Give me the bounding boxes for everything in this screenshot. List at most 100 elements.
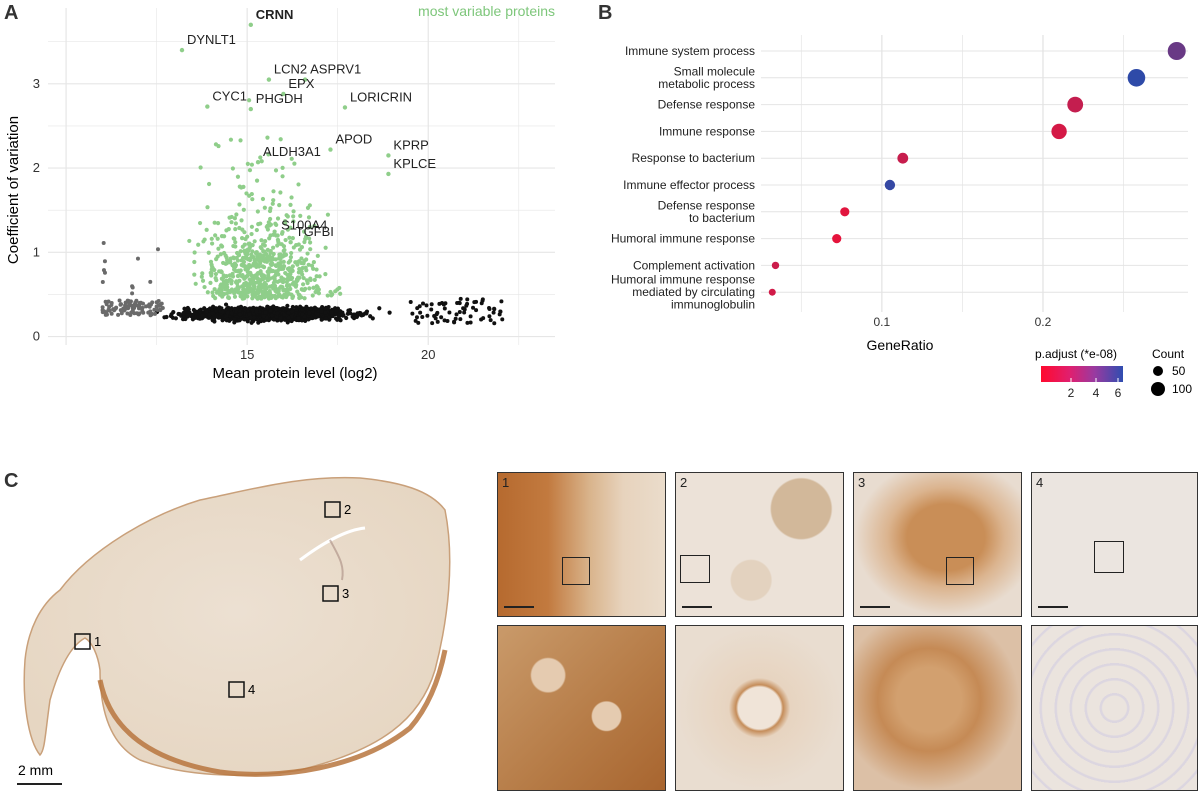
chart-a-point (268, 250, 273, 255)
chart-a-point (242, 249, 247, 254)
chart-a-point (270, 257, 275, 262)
chart-a-point (247, 287, 253, 293)
chart-a-point (271, 189, 276, 194)
chart-a-point (266, 257, 272, 262)
chart-a-point (148, 279, 153, 284)
chart-a-point (337, 313, 342, 318)
chart-a-point (173, 316, 178, 321)
chart-a-point (232, 294, 238, 299)
chart-a-point (257, 309, 262, 314)
tile-scale-bar-4 (1038, 606, 1068, 608)
region-box-3 (322, 585, 339, 602)
chart-a-point (314, 267, 319, 272)
chart-a-point (140, 301, 145, 306)
chart-a-point (278, 316, 283, 321)
chart-a-point (267, 284, 272, 289)
chart-a-point (435, 310, 440, 315)
chart-a-point (259, 277, 264, 282)
chart-a-point (273, 288, 278, 294)
chart-a-point (209, 273, 214, 278)
protein-label: ALDH3A1 (263, 144, 321, 159)
chart-a-point (273, 296, 278, 301)
chart-a-point (285, 276, 290, 282)
chart-a-point (102, 259, 107, 264)
chart-a-point (479, 301, 484, 306)
chart-a-point (247, 168, 253, 173)
chart-a-point (302, 296, 307, 301)
chart-a-point (326, 304, 331, 310)
chart-a-point (300, 307, 305, 312)
chart-a-point (241, 207, 246, 212)
region-box-1 (74, 633, 91, 650)
chart-a-point (278, 137, 283, 142)
chart-a-point (202, 284, 207, 290)
chart-b-dots (768, 42, 1186, 296)
chart-a-point (221, 291, 226, 297)
count-legend-label-small: 50 (1172, 364, 1186, 378)
chart-a-labeled-point (248, 22, 253, 28)
chart-a-point (268, 308, 273, 313)
chart-a-point (276, 241, 282, 246)
chart-a-point (187, 238, 192, 244)
chart-a-point (417, 304, 422, 309)
chart-a-point (158, 308, 163, 313)
chart-a-point (288, 202, 293, 207)
chart-a-point (487, 314, 492, 319)
chart-a-point (329, 293, 334, 298)
chart-a-point (282, 251, 287, 257)
chart-a-point (447, 310, 452, 315)
chart-a-point (266, 152, 271, 157)
chart-a-point (234, 309, 239, 314)
chart-a-point (314, 274, 319, 279)
go-term-dot (1167, 42, 1186, 60)
chart-a-point (152, 307, 157, 312)
chart-a-point (215, 236, 220, 241)
whole-slide-image: 2 3 1 4 2 mm (17, 476, 451, 785)
chart-a-point (120, 308, 125, 313)
chart-a-point (439, 315, 444, 320)
chart-a-point (296, 316, 301, 321)
chart-a-point (288, 286, 293, 291)
tile-inset-box-3 (946, 557, 974, 585)
chart-a-point (311, 260, 316, 265)
chart-a-point (243, 280, 249, 285)
chart-a-point (227, 290, 232, 295)
chart-a-point (263, 239, 268, 244)
chart-a-point (274, 314, 279, 319)
chart-a-point (251, 262, 256, 267)
chart-a-point (169, 312, 174, 317)
go-term-label: Defense response (658, 98, 756, 112)
chart-a-point (256, 284, 261, 290)
region-box-label-4: 4 (248, 682, 255, 697)
chart-a-point (233, 268, 238, 274)
chart-a-point (222, 234, 227, 239)
chart-a-point (255, 276, 261, 281)
protein-label: APOD (335, 132, 372, 147)
chart-a-point (155, 247, 160, 252)
chart-a-point (254, 280, 259, 285)
chart-a-point (291, 209, 296, 214)
chart-a-point (263, 310, 268, 315)
chart-a-y-tick: 1 (33, 244, 40, 259)
chart-a-point (261, 249, 266, 254)
chart-a-point (101, 309, 106, 314)
chart-a-point (278, 190, 283, 195)
chart-a-point (164, 314, 169, 320)
chart-a-point (247, 262, 252, 268)
chart-a-point (212, 319, 217, 324)
chart-a-point (273, 257, 278, 262)
chart-a-point (265, 247, 270, 252)
chart-a-point (310, 309, 315, 315)
chart-a-point (224, 287, 229, 292)
protein-label: LCN2 (274, 62, 307, 77)
chart-a-point (271, 284, 276, 289)
protein-label: KPRP (393, 137, 428, 152)
chart-a-point (128, 299, 133, 304)
chart-a-point (474, 308, 479, 313)
chart-a-point (293, 284, 298, 289)
chart-a-point (247, 277, 252, 282)
chart-a-point (429, 302, 434, 307)
go-term-dot (897, 152, 909, 164)
chart-a-point (387, 310, 392, 315)
chart-a-point (305, 205, 311, 211)
